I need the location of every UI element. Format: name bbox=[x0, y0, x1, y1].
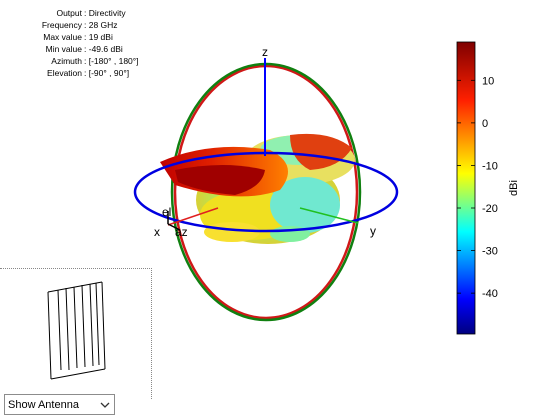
colorbar-tick-label: 10 bbox=[482, 75, 494, 87]
info-row: Azimuth: [-180° , 180°] bbox=[51, 55, 139, 66]
info-row: Output: Directivity bbox=[56, 8, 126, 18]
info-row: Elevation: [-90° , 90°] bbox=[47, 67, 130, 78]
el-axis-label: el bbox=[162, 205, 171, 219]
axis-triad bbox=[167, 211, 181, 231]
colorbar-ticks: 10 0 -10 -20 -30 -40 bbox=[457, 75, 498, 300]
y-axis-line bbox=[299, 207, 359, 224]
colorbar-tick-label: -40 bbox=[482, 288, 498, 300]
colorbar: 10 0 -10 -20 -30 -40 dBi bbox=[456, 41, 520, 335]
colorbar-tick-label: -30 bbox=[482, 246, 498, 258]
y-axis-label: y bbox=[370, 224, 376, 238]
antenna-preview-panel bbox=[0, 268, 152, 399]
az-axis-label: az bbox=[175, 225, 188, 239]
dropdown-selected-value: Show Antenna bbox=[8, 398, 79, 411]
colorbar-gradient bbox=[456, 41, 476, 335]
antenna-thumbnail bbox=[47, 281, 106, 380]
pattern-surface bbox=[160, 133, 355, 244]
pattern-info-panel: Output: Directivity Frequency: 28 GHz Ma… bbox=[0, 8, 139, 79]
colorbar-tick-label: -10 bbox=[482, 160, 498, 172]
chevron-down-icon[interactable] bbox=[96, 395, 114, 414]
z-axis-label: z bbox=[262, 45, 268, 59]
colorbar-unit-label: dBi bbox=[508, 180, 520, 196]
x-axis-line bbox=[167, 207, 219, 226]
colorbar-tick-label: -20 bbox=[482, 203, 498, 215]
info-row: Min value: -49.6 dBi bbox=[45, 43, 123, 54]
colorbar-tick-label: 0 bbox=[482, 118, 488, 130]
info-row: Frequency: 28 GHz bbox=[41, 19, 118, 30]
show-antenna-dropdown[interactable]: Show Antenna bbox=[4, 394, 115, 415]
x-axis-label: x bbox=[154, 225, 160, 239]
info-row: Max value: 19 dBi bbox=[43, 31, 113, 42]
